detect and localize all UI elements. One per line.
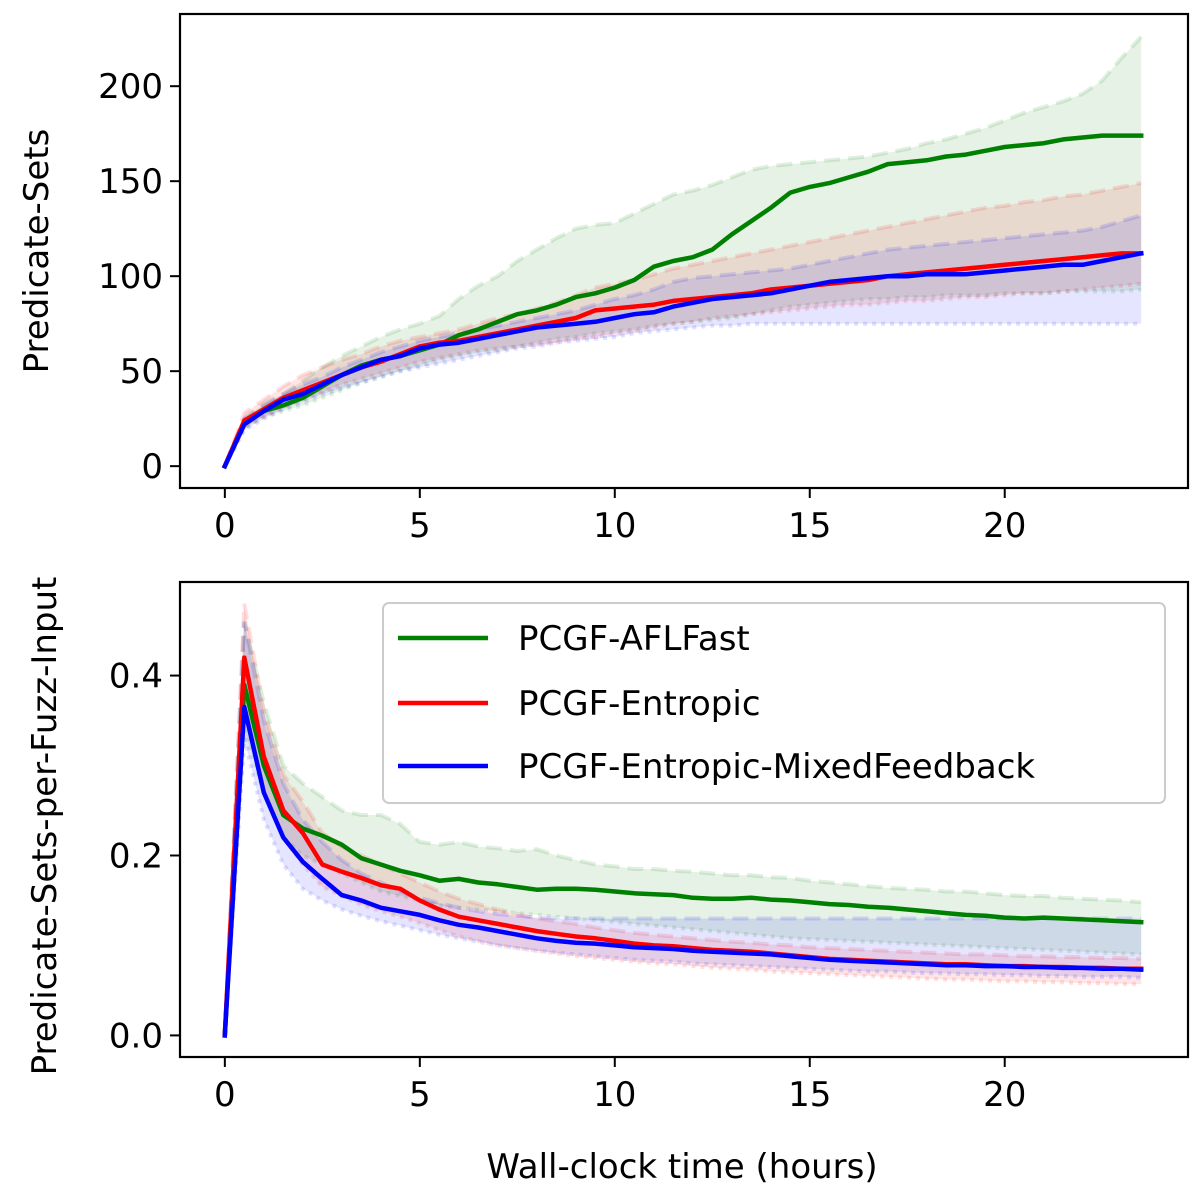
- bottom-panel: 0 5 10 15 20 0.0 0.2 0.4 Predicate-Sets-per-Fu…: [25, 577, 1190, 1187]
- bottom-lower-bound-aflfast: [222, 728, 1142, 1036]
- bottom-x-tick-label: 10: [593, 1075, 636, 1115]
- top-x-tick-label: 15: [788, 506, 831, 546]
- legend-label-mixedfeedback: PCGF-Entropic-MixedFeedback: [518, 747, 1035, 787]
- bottom-upper-bound-entropic: [222, 603, 1142, 1036]
- legend-label-aflfast: PCGF-AFLFast: [518, 619, 750, 659]
- top-x-tick-label: 0: [214, 506, 236, 546]
- bottom-x-tick-label: 0: [214, 1075, 236, 1115]
- top-band-entropic: [224, 183, 1142, 467]
- legend-label-entropic: PCGF-Entropic: [518, 684, 761, 724]
- legend-frame: [382, 602, 1166, 804]
- top-series-line-mixedfeedback: [221, 250, 1144, 470]
- top-lower-bound-entropic: [223, 281, 1142, 468]
- bottom-band-mixedfeedback: [224, 621, 1142, 1036]
- bottom-series-line-mixedfeedback: [222, 704, 1144, 1038]
- bottom-x-axis-label: Wall-clock time (hours): [486, 1147, 877, 1187]
- top-upper-bound-entropic: [222, 181, 1142, 467]
- top-x-ticks: 0 5 10 15 20: [214, 488, 1026, 546]
- top-y-tick-label: 100: [98, 257, 163, 297]
- bottom-x-tick-label: 15: [788, 1075, 831, 1115]
- top-y-tick-label: 50: [120, 352, 163, 392]
- top-x-tick-label: 20: [983, 506, 1026, 546]
- top-axes-frame: [178, 12, 1190, 490]
- bottom-upper-bound-aflfast: [222, 621, 1142, 1036]
- top-y-tick-label: 200: [98, 67, 163, 107]
- bottom-y-tick-label: 0.4: [109, 657, 163, 697]
- top-y-tick-label: 0: [141, 447, 163, 487]
- bottom-x-tick-label: 5: [409, 1075, 431, 1115]
- bottom-series-line-aflfast: [222, 682, 1144, 1038]
- top-panel: 0 5 10 15 20 0 50 100 150 200 Predicate-Sets: [17, 12, 1190, 546]
- top-y-ticks: 0 50 100 150 200: [98, 67, 180, 487]
- top-x-tick-label: 5: [409, 506, 431, 546]
- top-y-axis-label: Predicate-Sets: [17, 129, 57, 374]
- legend: PCGF-AFLFast PCGF-Entropic PCGF-Entropic…: [382, 602, 1166, 804]
- bottom-lower-bound-mixedfeedback: [222, 738, 1142, 1036]
- top-upper-bound-mixedfeedback: [222, 213, 1142, 467]
- top-y-tick-label: 150: [98, 162, 163, 202]
- top-lower-bound-aflfast: [223, 287, 1142, 468]
- top-upper-bound-aflfast: [222, 35, 1143, 467]
- bottom-y-tick-label: 0.0: [109, 1016, 163, 1056]
- top-band-aflfast: [224, 36, 1142, 467]
- bottom-y-tick-label: 0.2: [109, 836, 163, 876]
- top-plot-area: [221, 35, 1144, 470]
- bottom-plot-area: [222, 603, 1144, 1038]
- bottom-x-ticks: 0 5 10 15 20: [214, 1057, 1026, 1115]
- top-x-tick-label: 10: [593, 506, 636, 546]
- bottom-band-entropic: [224, 603, 1142, 1036]
- bottom-y-ticks: 0.0 0.2 0.4: [109, 657, 180, 1056]
- bottom-x-tick-label: 20: [983, 1075, 1026, 1115]
- bottom-y-axis-label: Predicate-Sets-per-Fuzz-Input: [25, 577, 65, 1076]
- top-band-mixedfeedback: [224, 215, 1142, 467]
- bottom-lower-bound-entropic: [222, 702, 1142, 1036]
- bottom-band-aflfast: [224, 621, 1142, 1036]
- bottom-axes-frame: [178, 580, 1190, 1059]
